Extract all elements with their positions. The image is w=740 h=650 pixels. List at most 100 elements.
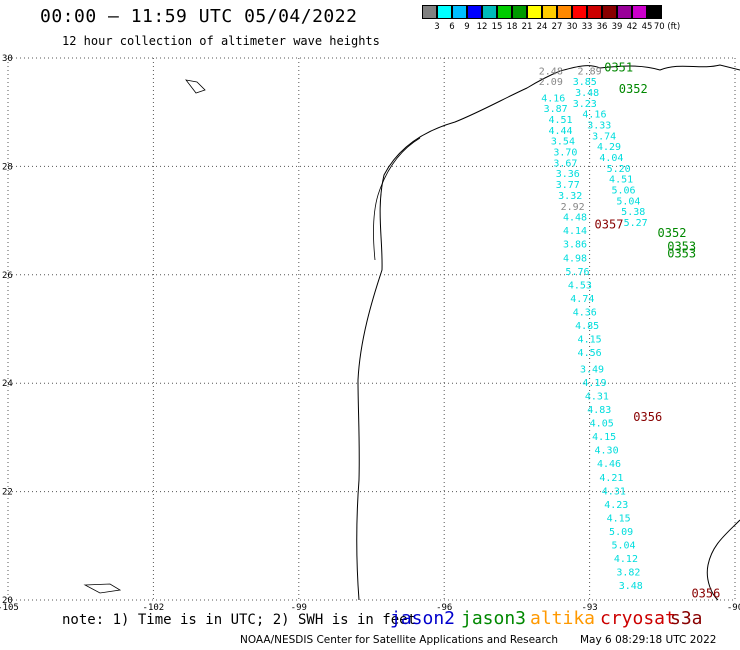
swh-value-label: 3.36 — [556, 169, 580, 180]
barrier-island — [373, 137, 421, 261]
credit-line: NOAA/NESDIS Center for Satellite Applica… — [240, 634, 558, 646]
swh-value-label: 3.48 — [619, 581, 643, 592]
swh-value-label: 4.16 — [582, 110, 606, 121]
footer-note: note: 1) Time is in UTC; 2) SWH is in fe… — [62, 612, 417, 628]
louisiana-coast — [599, 64, 740, 71]
swh-value-label: 4.30 — [595, 446, 619, 457]
color-swatch — [467, 5, 482, 19]
overpass-time-label: 0356 — [633, 410, 662, 424]
swh-value-label: 2.48 — [539, 66, 563, 77]
swh-value-label: 4.16 — [541, 93, 565, 104]
chart-subtitle: 12 hour collection of altimeter wave hei… — [62, 34, 380, 48]
swh-value-label: 4.15 — [578, 335, 602, 346]
color-scale-label: 24 — [536, 22, 548, 32]
color-scale-label: 21 — [521, 22, 533, 32]
color-scale-bar — [422, 5, 662, 19]
swh-value-label: 4.15 — [607, 513, 631, 524]
color-scale-labels: 3 6 9 12 15 18 21 24 27 30 33 36 39 42 45 70 (ft) — [422, 22, 740, 34]
swh-value-label: 5.38 — [621, 207, 645, 218]
swh-value-label: 3.86 — [563, 240, 587, 251]
y-tick-label: 22 — [2, 488, 13, 498]
swh-value-label: 4.56 — [578, 348, 602, 359]
y-tick-label: 20 — [2, 596, 13, 606]
swh-value-label: 4.21 — [599, 473, 623, 484]
x-tick-label: -102 — [143, 603, 165, 613]
swh-value-label: 4.36 — [573, 307, 597, 318]
color-swatch — [632, 5, 647, 19]
swh-value-label: 3.49 — [580, 364, 604, 375]
swh-value-label: 4.31 — [602, 486, 626, 497]
swh-value-label: 3.85 — [573, 77, 597, 88]
swh-value-label: 3.82 — [616, 568, 640, 579]
color-scale-label: 18 — [506, 22, 518, 32]
color-swatch — [437, 5, 452, 19]
swh-value-label: 2.89 — [578, 66, 602, 77]
color-swatch — [602, 5, 617, 19]
swh-value-label: 4.51 — [548, 115, 572, 126]
chart-title: 00:00 – 11:59 UTC 05/04/2022 — [40, 6, 358, 27]
color-scale-label: 42 — [626, 22, 638, 32]
swh-value-label: 3.33 — [587, 120, 611, 131]
florida-coast — [706, 519, 740, 601]
y-tick-label: 24 — [2, 379, 13, 389]
swh-value-label: 3.70 — [553, 148, 577, 159]
swh-value-label: 4.53 — [568, 280, 592, 291]
swh-value-label: 4.44 — [548, 126, 572, 137]
color-swatch — [422, 5, 437, 19]
color-swatch — [497, 5, 512, 19]
color-scale-label: 70 (ft) — [653, 22, 681, 32]
swh-value-label: 4.98 — [563, 253, 587, 264]
color-scale-label: 9 — [464, 22, 470, 32]
swh-value-label: 3.74 — [592, 131, 616, 142]
swh-value-label: 3.23 — [573, 99, 597, 110]
swh-value-label: 4.85 — [575, 321, 599, 332]
color-swatch — [482, 5, 497, 19]
swh-value-label: 4.83 — [587, 405, 611, 416]
color-swatch — [542, 5, 557, 19]
color-scale-label: 6 — [449, 22, 455, 32]
swh-value-label: 4.29 — [597, 142, 621, 153]
swh-value-label: 5.20 — [607, 164, 631, 175]
swh-value-label: 4.51 — [609, 175, 633, 186]
y-tick-label: 30 — [2, 54, 13, 64]
swh-value-label: 4.19 — [582, 378, 606, 389]
color-scale-label: 30 — [566, 22, 578, 32]
x-tick-label: -96 — [436, 603, 452, 613]
color-swatch — [452, 5, 467, 19]
color-swatch — [557, 5, 572, 19]
color-scale-label: 3 — [434, 22, 440, 32]
color-scale-label: 33 — [581, 22, 593, 32]
mission-legend-item: altika — [530, 608, 596, 629]
axis-labels: -105 -102 -99 -96 -93 -90 30 28 26 24 22 20 — [0, 54, 740, 613]
color-scale-label: 45 — [641, 22, 653, 32]
swh-value-label: 4.05 — [590, 419, 614, 430]
swh-value-label: 4.46 — [597, 459, 621, 470]
swh-value-label: 3.67 — [553, 158, 577, 169]
coastline — [83, 64, 740, 601]
color-scale-label: 15 — [491, 22, 503, 32]
generated-timestamp: May 6 08:29:18 UTC 2022 — [580, 634, 717, 646]
color-swatch — [647, 5, 662, 19]
swh-value-label: 5.09 — [609, 527, 633, 538]
x-tick-label: -105 — [0, 603, 19, 613]
color-scale-label: 39 — [611, 22, 623, 32]
swh-value-label: 4.74 — [570, 294, 594, 305]
color-swatch — [572, 5, 587, 19]
y-tick-label: 26 — [2, 271, 13, 281]
swh-value-label: 4.04 — [599, 153, 623, 164]
x-tick-label: -90 — [727, 603, 740, 613]
color-scale-label: 12 — [476, 22, 488, 32]
swh-value-label: 2.92 — [561, 202, 585, 213]
mission-legend-item: s3a — [670, 608, 703, 629]
overpass-time-label: 0353 — [667, 239, 696, 253]
color-swatch — [617, 5, 632, 19]
mission-legend-item: cryosat — [600, 608, 676, 629]
swh-value-label: 4.23 — [604, 500, 628, 511]
swh-value-label: 4.14 — [563, 226, 587, 237]
swh-value-label: 4.15 — [592, 432, 616, 443]
lake-1 — [185, 79, 206, 94]
overpass-time-label: 0351 — [604, 61, 633, 75]
swh-value-label: 5.27 — [624, 218, 648, 229]
color-swatch — [527, 5, 542, 19]
